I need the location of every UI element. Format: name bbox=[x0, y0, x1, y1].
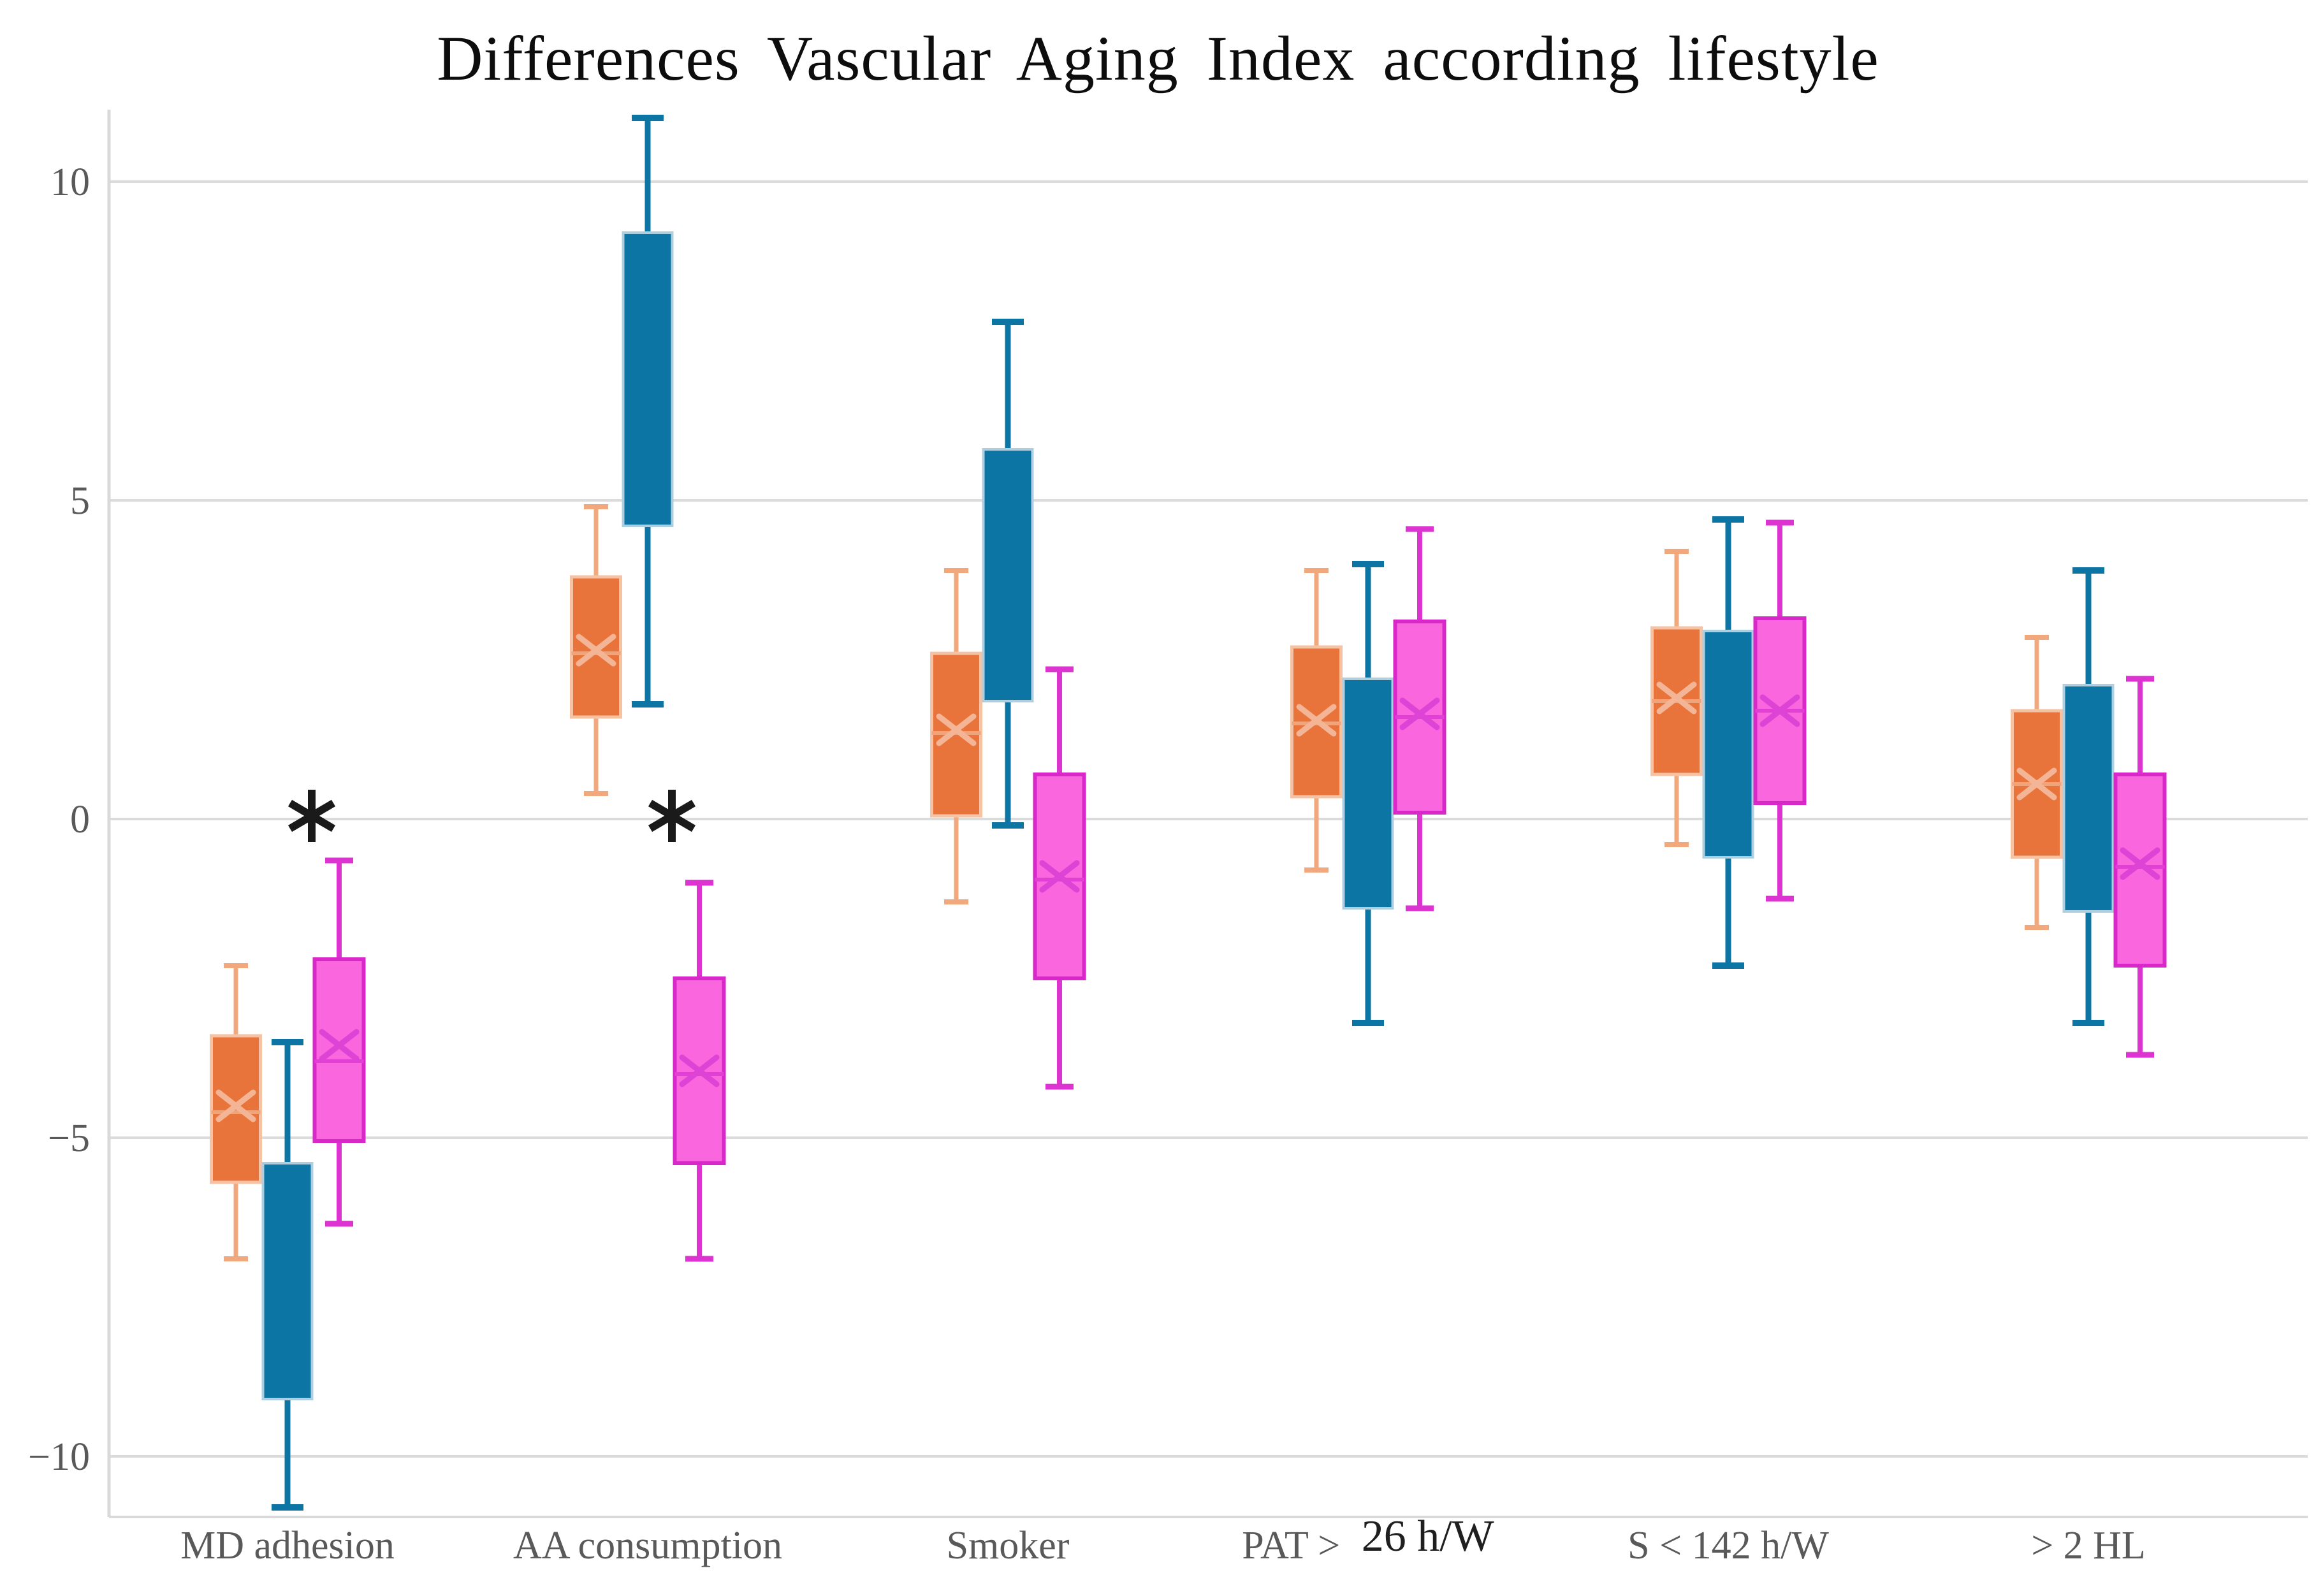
y-tick-label-0: 0 bbox=[70, 798, 90, 841]
mean-marker bbox=[1399, 697, 1440, 730]
y-tick-label-10: 10 bbox=[50, 161, 90, 204]
category-label-3: PAT > 26 h/W bbox=[1242, 1512, 1494, 1567]
iqr-box bbox=[2062, 684, 2115, 913]
category-label-4: S < 142 h/W bbox=[1628, 1524, 1829, 1567]
boxplot-blue-2 bbox=[982, 319, 1034, 829]
mean-marker bbox=[319, 1029, 360, 1062]
boxplot-orange-1 bbox=[570, 504, 622, 796]
mean-marker bbox=[936, 713, 977, 746]
boxplot-pink-3 bbox=[1393, 526, 1446, 911]
boxplot-orange-3 bbox=[1290, 568, 1343, 873]
mean-marker bbox=[2016, 767, 2057, 801]
significance-asterisk-0 bbox=[288, 790, 336, 842]
iqr-box bbox=[1342, 678, 1394, 910]
y-tick-label-5: 5 bbox=[70, 479, 90, 523]
chart-title: Differences Vascular Aging Index accordi… bbox=[437, 23, 1879, 94]
iqr-box bbox=[1702, 630, 1754, 859]
y-tick-label-−5: −5 bbox=[48, 1117, 90, 1160]
boxplot-blue-4 bbox=[1702, 516, 1754, 969]
category-label-5: > 2 HL bbox=[2031, 1524, 2146, 1567]
mean-marker bbox=[2120, 847, 2160, 880]
iqr-box bbox=[2113, 773, 2167, 968]
category-label-2: Smoker bbox=[947, 1524, 1070, 1567]
iqr-box bbox=[982, 448, 1034, 702]
mean-marker bbox=[576, 634, 616, 667]
mean-marker bbox=[1759, 694, 1800, 727]
mean-marker bbox=[1296, 704, 1337, 737]
mean-marker bbox=[215, 1089, 256, 1122]
mean-marker bbox=[679, 1054, 720, 1087]
mean-marker bbox=[1039, 860, 1080, 893]
asterisk-arm bbox=[648, 799, 696, 832]
boxplot-orange-4 bbox=[1650, 549, 1703, 847]
iqr-box bbox=[622, 231, 674, 527]
y-tick-label-−10: −10 bbox=[28, 1435, 90, 1479]
asterisk-arm bbox=[288, 799, 336, 832]
category-label-0: MD adhesion bbox=[180, 1524, 395, 1567]
boxplot-pink-2 bbox=[1033, 666, 1086, 1090]
boxplot-blue-1 bbox=[622, 115, 674, 707]
boxplot-orange-0 bbox=[210, 963, 262, 1261]
boxplot-pink-0 bbox=[312, 857, 366, 1227]
boxplot-blue-5 bbox=[2062, 567, 2115, 1026]
boxplot-pink-5 bbox=[2113, 676, 2167, 1058]
boxplot-orange-2 bbox=[930, 568, 982, 904]
iqr-box bbox=[261, 1162, 314, 1400]
boxplot-pink-1 bbox=[673, 880, 726, 1262]
iqr-box bbox=[312, 957, 366, 1143]
boxplot-blue-3 bbox=[1342, 561, 1394, 1026]
boxplot-orange-5 bbox=[2011, 635, 2063, 930]
boxplot-pink-4 bbox=[1753, 519, 1807, 902]
mean-marker bbox=[1656, 681, 1697, 715]
boxplot-blue-0 bbox=[261, 1039, 314, 1511]
category-label-1: AA consumption bbox=[513, 1524, 782, 1567]
significance-asterisk-1 bbox=[648, 790, 696, 842]
